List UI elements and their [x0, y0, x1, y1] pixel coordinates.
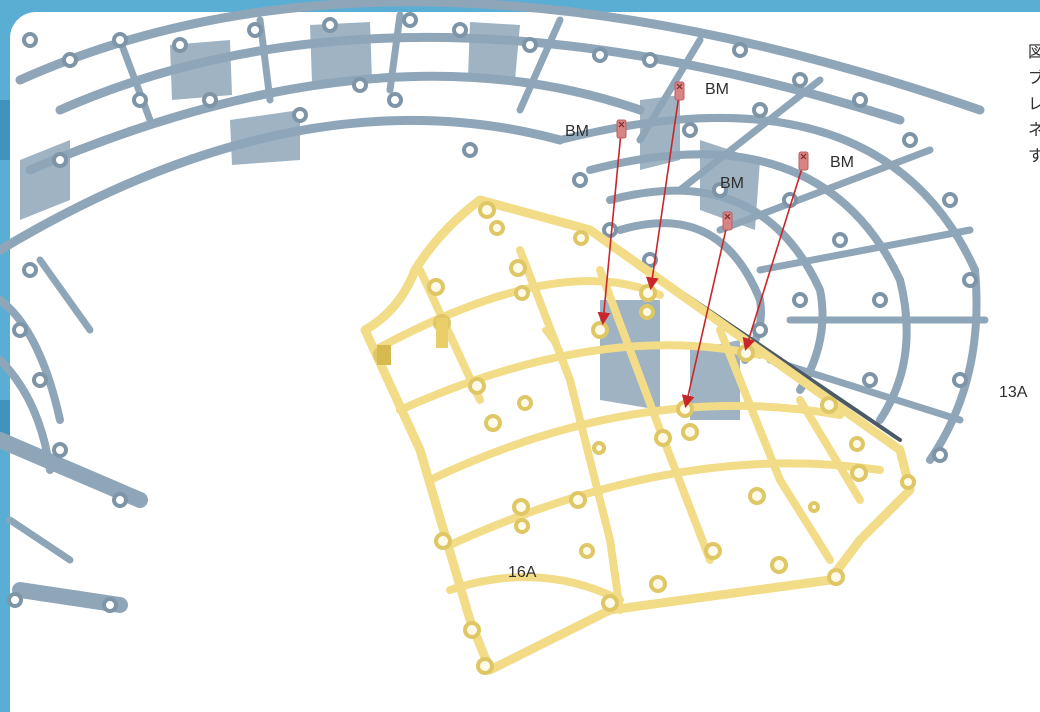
part-label-16a: 16A — [508, 564, 537, 581]
instruction-char: す — [1028, 148, 1040, 165]
left-edge-mark — [0, 400, 10, 440]
instruction-char: ネ — [1028, 122, 1040, 139]
instruction-char: 図 — [1028, 44, 1040, 61]
screw-icons — [616, 81, 809, 231]
screw-label: BM — [720, 175, 744, 192]
gray-frame-part — [0, 0, 989, 613]
yellow-frame-part — [360, 195, 915, 675]
screw-arrows — [597, 94, 804, 409]
instruction-text: 図 ブ レ ネ す — [1028, 40, 1040, 170]
screw-label: BM — [830, 154, 854, 171]
left-edge-mark — [0, 100, 10, 160]
screw-heads — [618, 83, 807, 220]
instruction-char: ブ — [1028, 70, 1040, 87]
assembly-diagram — [0, 0, 989, 675]
gray-bosses — [7, 12, 978, 613]
screw-label: BM — [565, 123, 589, 140]
screw-label: BM — [705, 81, 729, 98]
part-label-13a: 13A — [999, 384, 1028, 401]
instruction-char: レ — [1028, 96, 1040, 113]
yellow-post — [377, 345, 391, 365]
yellow-post — [436, 318, 448, 348]
